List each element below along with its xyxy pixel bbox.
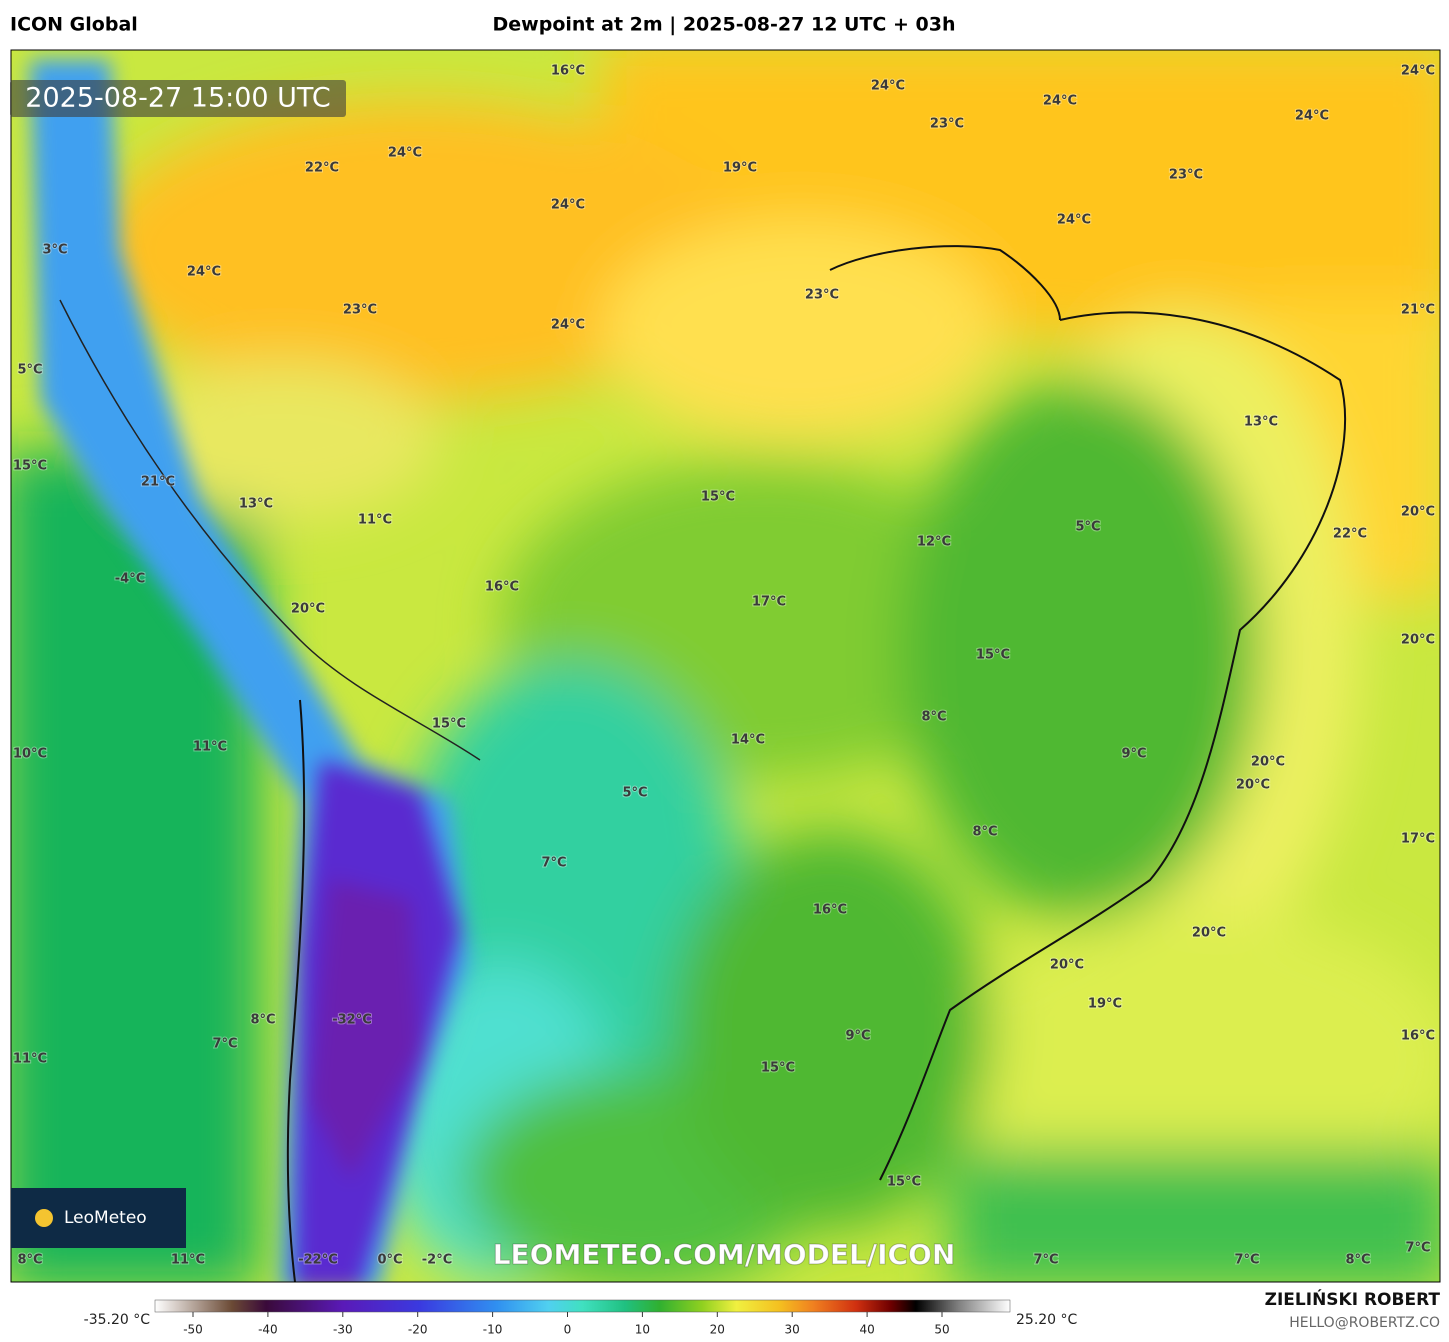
map-label: 15°C [13,459,47,474]
map-label: 20°C [1401,505,1435,520]
logo: LeoMeteo [64,1208,147,1228]
map-label: 7°C [1033,1253,1058,1268]
map-label: 15°C [887,1175,921,1190]
map-label: 21°C [1401,303,1435,318]
map-label: 23°C [1169,168,1203,183]
map-label: 8°C [972,825,997,840]
map-label: 7°C [1234,1253,1259,1268]
map-label: 14°C [731,733,765,748]
map-label: 20°C [1192,926,1226,941]
timestamp: 2025-08-27 15:00 UTC [25,83,330,114]
colorbar-tick-label: -50 [183,1323,203,1337]
map-label: 16°C [813,903,847,918]
map-label: 20°C [1401,633,1435,648]
colorbar-tick-label: 50 [934,1323,949,1337]
map-label: 19°C [723,161,757,176]
map-label: 12°C [917,535,951,550]
map-label: 16°C [1401,1029,1435,1044]
email: HELLO@ROBERTZ.CO [1289,1315,1440,1331]
map-label: 13°C [1244,415,1278,430]
colorbar-tick-label: 40 [859,1323,874,1337]
map-label: 8°C [17,1253,42,1268]
map-label: 22°C [1333,527,1367,542]
map-label: 17°C [1401,832,1435,847]
colorbar-tick-label: -30 [333,1323,353,1337]
map-label: 23°C [343,303,377,318]
map-label: 24°C [551,318,585,333]
map-label: 24°C [871,79,905,94]
author: ZIELIŃSKI ROBERT [1265,1288,1441,1310]
colorbar-tick-label: 20 [710,1323,725,1337]
map-label: 20°C [1251,755,1285,770]
map-label: 5°C [1075,520,1100,535]
map-label: 9°C [845,1029,870,1044]
map-label: 8°C [1345,1253,1370,1268]
map-label: 23°C [805,288,839,303]
map-label: 24°C [1043,94,1077,109]
map-label: 5°C [17,363,42,378]
map-label: 7°C [541,856,566,871]
map-label: 15°C [976,648,1010,663]
map-label: 21°C [141,475,175,490]
map-label: 11°C [13,1052,47,1067]
map-label: 20°C [1236,778,1270,793]
map-label: 24°C [388,146,422,161]
map-label: 5°C [622,786,647,801]
map-label: 7°C [212,1037,237,1052]
map-label: 20°C [291,602,325,617]
map-label: 8°C [921,710,946,725]
map-label: -22°C [298,1253,338,1268]
title: Dewpoint at 2m | 2025-08-27 12 UTC + 03h [493,14,956,36]
colorbar-tick-label: -20 [408,1323,428,1337]
map-label: -32°C [332,1013,372,1028]
map-label: 11°C [193,740,227,755]
watermark: LEOMETEO.COM/MODEL/ICON [493,1238,956,1271]
logo-sun [35,1209,53,1227]
map: 16°C 24°C 24°C 24°C 23°C 24°C 24°C 22°C 19°C 23°C… [11,50,1440,1282]
colorbar-tick-label: -40 [258,1323,278,1337]
colorbar-ticks: -50 -40 -30 -20 -10 0 10 20 30 40 50 [183,1312,950,1337]
timestamp-box [10,80,346,117]
map-label: 17°C [752,595,786,610]
map-label: 0°C [377,1253,402,1268]
colorbar-min: -35.20 °C [84,1312,151,1328]
map-label: 19°C [1088,997,1122,1012]
map-labels: 16°C 24°C 24°C 24°C 23°C 24°C 24°C 22°C 19°C 23°C… [12,63,1436,1269]
map-label: 9°C [1121,747,1146,762]
colorbar-max: 25.20 °C [1016,1312,1078,1328]
colorbar-tick-label: 0 [564,1323,572,1337]
map-label: 15°C [432,717,466,732]
map-label: 11°C [171,1253,205,1268]
map-label: 16°C [551,64,585,79]
colorbar-tick-label: 30 [785,1323,800,1337]
map-label: 15°C [761,1061,795,1076]
map-label: 7°C [1405,1241,1430,1256]
map-label: 15°C [701,490,735,505]
map-label: 10°C [13,747,47,762]
map-label: 24°C [1057,213,1091,228]
map-label: 24°C [1295,109,1329,124]
map-label: 11°C [358,513,392,528]
map-label: 20°C [1050,958,1084,973]
map-label: 24°C [187,265,221,280]
map-label: 24°C [1401,64,1435,79]
colorbar-tick-label: -10 [483,1323,503,1337]
map-label: 16°C [485,580,519,595]
map-label: 3°C [42,243,67,258]
map-label: 22°C [305,161,339,176]
map-label: -2°C [422,1253,452,1268]
colorbar [154,1299,1011,1313]
colorbar-tick-label: 10 [635,1323,650,1337]
map-label: 24°C [551,198,585,213]
map-label: 13°C [239,497,273,512]
map-label: 23°C [930,117,964,132]
map-label: 8°C [250,1013,275,1028]
model-name: ICON Global [10,14,138,36]
map-label: -4°C [115,572,145,587]
